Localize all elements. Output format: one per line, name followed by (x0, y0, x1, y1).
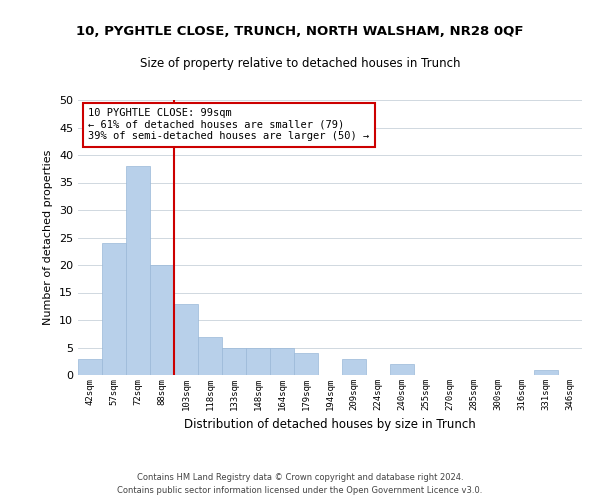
Bar (342, 358, 366, 375)
Bar (174, 304, 198, 375)
Bar (390, 364, 414, 375)
Text: Contains HM Land Registry data © Crown copyright and database right 2024.
Contai: Contains HM Land Registry data © Crown c… (118, 474, 482, 495)
Bar (198, 336, 222, 375)
Text: 10 PYGHTLE CLOSE: 99sqm
← 61% of detached houses are smaller (79)
39% of semi-de: 10 PYGHTLE CLOSE: 99sqm ← 61% of detache… (88, 108, 370, 142)
Y-axis label: Number of detached properties: Number of detached properties (43, 150, 53, 325)
X-axis label: Distribution of detached houses by size in Trunch: Distribution of detached houses by size … (184, 418, 476, 432)
Bar (246, 348, 270, 375)
Text: 10, PYGHTLE CLOSE, TRUNCH, NORTH WALSHAM, NR28 0QF: 10, PYGHTLE CLOSE, TRUNCH, NORTH WALSHAM… (76, 25, 524, 38)
Bar (150, 265, 174, 375)
Bar (270, 348, 294, 375)
Bar (222, 348, 246, 375)
Bar (294, 353, 318, 375)
Bar (534, 370, 558, 375)
Bar (102, 243, 126, 375)
Bar (78, 358, 102, 375)
Bar (126, 166, 150, 375)
Text: Size of property relative to detached houses in Trunch: Size of property relative to detached ho… (140, 58, 460, 70)
